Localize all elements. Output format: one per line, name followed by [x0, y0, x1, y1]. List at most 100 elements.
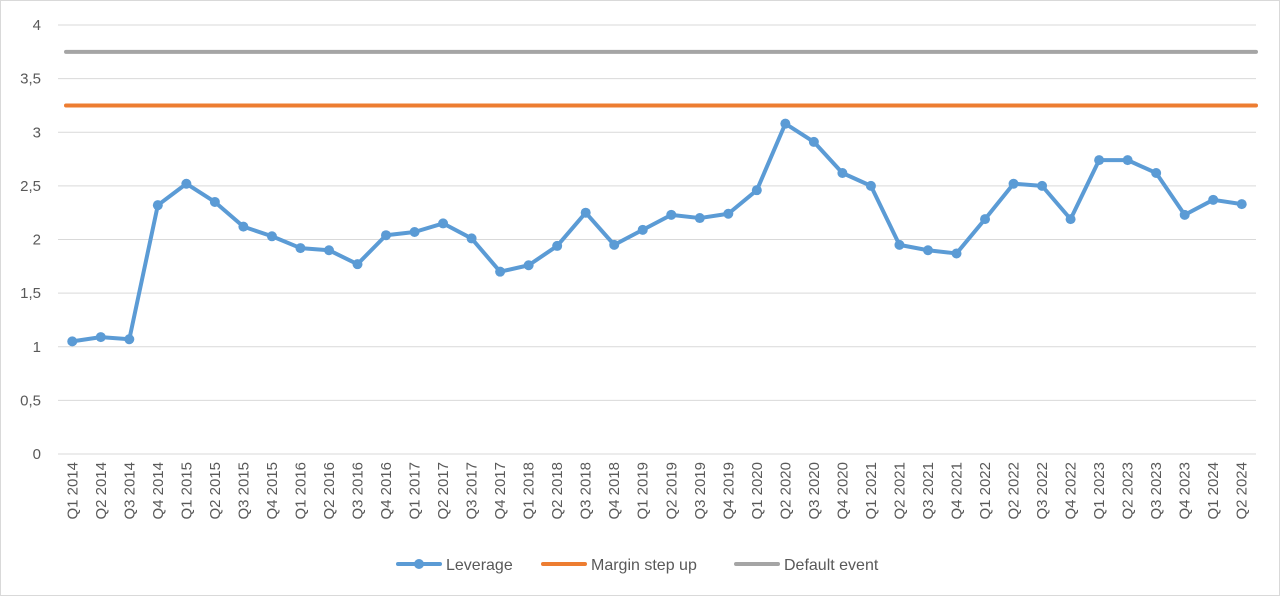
x-tick-label-q3-2019: Q3 2019 — [692, 462, 709, 520]
point-leverage-q4-2022 — [1065, 214, 1076, 225]
point-leverage-q1-2023 — [1094, 155, 1105, 166]
x-tick-label-q4-2014: Q4 2014 — [150, 462, 167, 520]
point-leverage-q1-2016 — [295, 243, 306, 254]
x-tick-label-q4-2018: Q4 2018 — [606, 462, 623, 520]
point-leverage-q1-2020 — [751, 185, 762, 196]
point-leverage-q3-2018 — [580, 207, 591, 218]
point-leverage-q3-2020 — [808, 136, 819, 147]
x-tick-label-q3-2018: Q3 2018 — [578, 462, 595, 520]
x-tick-label-q2-2015: Q2 2015 — [207, 462, 224, 520]
point-leverage-q4-2020 — [837, 168, 848, 179]
legend: Leverage Margin step up Default event — [396, 557, 879, 574]
x-tick-label-q1-2015: Q1 2015 — [178, 462, 195, 520]
x-tick-label-q4-2019: Q4 2019 — [720, 462, 737, 520]
x-tick-label-q1-2017: Q1 2017 — [407, 462, 424, 520]
x-tick-label-q4-2015: Q4 2015 — [264, 462, 281, 520]
point-leverage-q3-2022 — [1037, 180, 1048, 191]
x-tick-label-q2-2016: Q2 2016 — [321, 462, 338, 520]
x-tick-label-q1-2022: Q1 2022 — [977, 462, 994, 520]
point-leverage-q4-2015 — [266, 231, 277, 242]
y-tick-label: 2,5 — [20, 178, 41, 195]
point-leverage-q4-2023 — [1179, 209, 1190, 220]
x-tick-label-q2-2014: Q2 2014 — [93, 462, 110, 520]
point-leverage-q4-2017 — [495, 266, 506, 277]
x-tick-label-q2-2023: Q2 2023 — [1120, 462, 1137, 520]
point-leverage-q4-2019 — [723, 208, 734, 219]
line-leverage — [70, 121, 1244, 344]
point-leverage-q2-2022 — [1008, 178, 1019, 189]
point-leverage-q2-2023 — [1122, 155, 1133, 166]
point-leverage-q2-2017 — [438, 218, 449, 229]
point-leverage-q1-2022 — [980, 214, 991, 225]
point-leverage-q2-2018 — [552, 240, 563, 251]
x-axis-tick-labels: Q1 2014 Q2 2014 Q3 2014 Q4 2014 Q1 2015 Q2 20… — [64, 462, 1250, 520]
point-leverage-q3-2023 — [1151, 168, 1162, 179]
x-tick-label-q3-2017: Q3 2017 — [464, 462, 481, 520]
x-tick-label-q4-2021: Q4 2021 — [949, 462, 966, 520]
point-leverage-q2-2021 — [894, 239, 905, 250]
point-leverage-q3-2014 — [124, 334, 135, 345]
series-leverage — [67, 118, 1247, 347]
point-leverage-q2-2020 — [780, 118, 791, 129]
point-leverage-q1-2017 — [409, 226, 420, 237]
point-leverage-q2-2015 — [209, 196, 220, 207]
x-tick-label-q1-2016: Q1 2016 — [292, 462, 309, 520]
point-leverage-q3-2016 — [352, 259, 363, 270]
point-leverage-q4-2018 — [609, 239, 620, 250]
point-leverage-q4-2016 — [381, 230, 392, 241]
point-leverage-q2-2019 — [666, 209, 677, 220]
x-tick-label-q3-2023: Q3 2023 — [1148, 462, 1165, 520]
legend-label-margin-step-up: Margin step up — [591, 557, 697, 574]
series-lines — [64, 49, 1258, 347]
point-leverage-q4-2021 — [951, 248, 962, 259]
point-leverage-q4-2014 — [152, 200, 163, 211]
point-leverage-q1-2015 — [181, 178, 192, 189]
y-tick-label: 4 — [33, 17, 41, 34]
x-tick-label-q2-2019: Q2 2019 — [663, 462, 680, 520]
point-leverage-q3-2019 — [694, 213, 705, 224]
x-tick-label-q1-2020: Q1 2020 — [749, 462, 766, 520]
x-tick-label-q3-2015: Q3 2015 — [235, 462, 252, 520]
x-tick-label-q1-2024: Q1 2024 — [1205, 462, 1222, 520]
x-tick-label-q2-2022: Q2 2022 — [1006, 462, 1023, 520]
x-tick-label-q4-2023: Q4 2023 — [1177, 462, 1194, 520]
x-tick-label-q2-2020: Q2 2020 — [777, 462, 794, 520]
gridlines — [58, 24, 1256, 455]
point-leverage-q1-2024 — [1208, 194, 1219, 205]
legend-label-default-event: Default event — [784, 557, 879, 574]
legend-label-leverage: Leverage — [446, 557, 513, 574]
y-tick-label: 3,5 — [20, 71, 41, 88]
y-axis-tick-labels: 0 0,5 1 1,5 2 2,5 3 3,5 4 — [20, 17, 41, 463]
point-leverage-q2-2016 — [323, 245, 334, 256]
y-tick-label: 1 — [33, 339, 41, 356]
x-tick-label-q2-2018: Q2 2018 — [549, 462, 566, 520]
point-leverage-q3-2021 — [922, 245, 933, 256]
x-tick-label-q2-2024: Q2 2024 — [1234, 462, 1251, 520]
legend-item-leverage: Leverage — [396, 557, 513, 574]
x-tick-label-q3-2016: Q3 2016 — [350, 462, 367, 520]
point-leverage-q1-2021 — [865, 180, 876, 191]
legend-item-default-event: Default event — [734, 557, 879, 574]
x-tick-label-q1-2018: Q1 2018 — [521, 462, 538, 520]
point-leverage-q3-2015 — [238, 221, 249, 232]
x-tick-label-q2-2021: Q2 2021 — [891, 462, 908, 520]
point-leverage-q2-2024 — [1236, 199, 1247, 210]
x-tick-label-q3-2020: Q3 2020 — [806, 462, 823, 520]
x-tick-label-q1-2021: Q1 2021 — [863, 462, 880, 520]
y-tick-label: 3 — [33, 124, 41, 141]
x-tick-label-q4-2017: Q4 2017 — [492, 462, 509, 520]
x-tick-label-q1-2019: Q1 2019 — [635, 462, 652, 520]
x-tick-label-q3-2014: Q3 2014 — [121, 462, 138, 520]
point-leverage-q3-2017 — [466, 233, 477, 244]
y-tick-label: 1,5 — [20, 285, 41, 302]
point-leverage-q1-2018 — [523, 260, 534, 271]
x-tick-label-q4-2016: Q4 2016 — [378, 462, 395, 520]
point-leverage-q1-2014 — [67, 336, 78, 347]
x-tick-label-q4-2022: Q4 2022 — [1063, 462, 1080, 520]
y-tick-label: 0 — [33, 446, 41, 463]
x-tick-label-q1-2023: Q1 2023 — [1091, 462, 1108, 520]
point-leverage-q1-2019 — [637, 224, 648, 235]
x-tick-label-q4-2020: Q4 2020 — [834, 462, 851, 520]
legend-item-margin-step-up: Margin step up — [541, 557, 697, 574]
